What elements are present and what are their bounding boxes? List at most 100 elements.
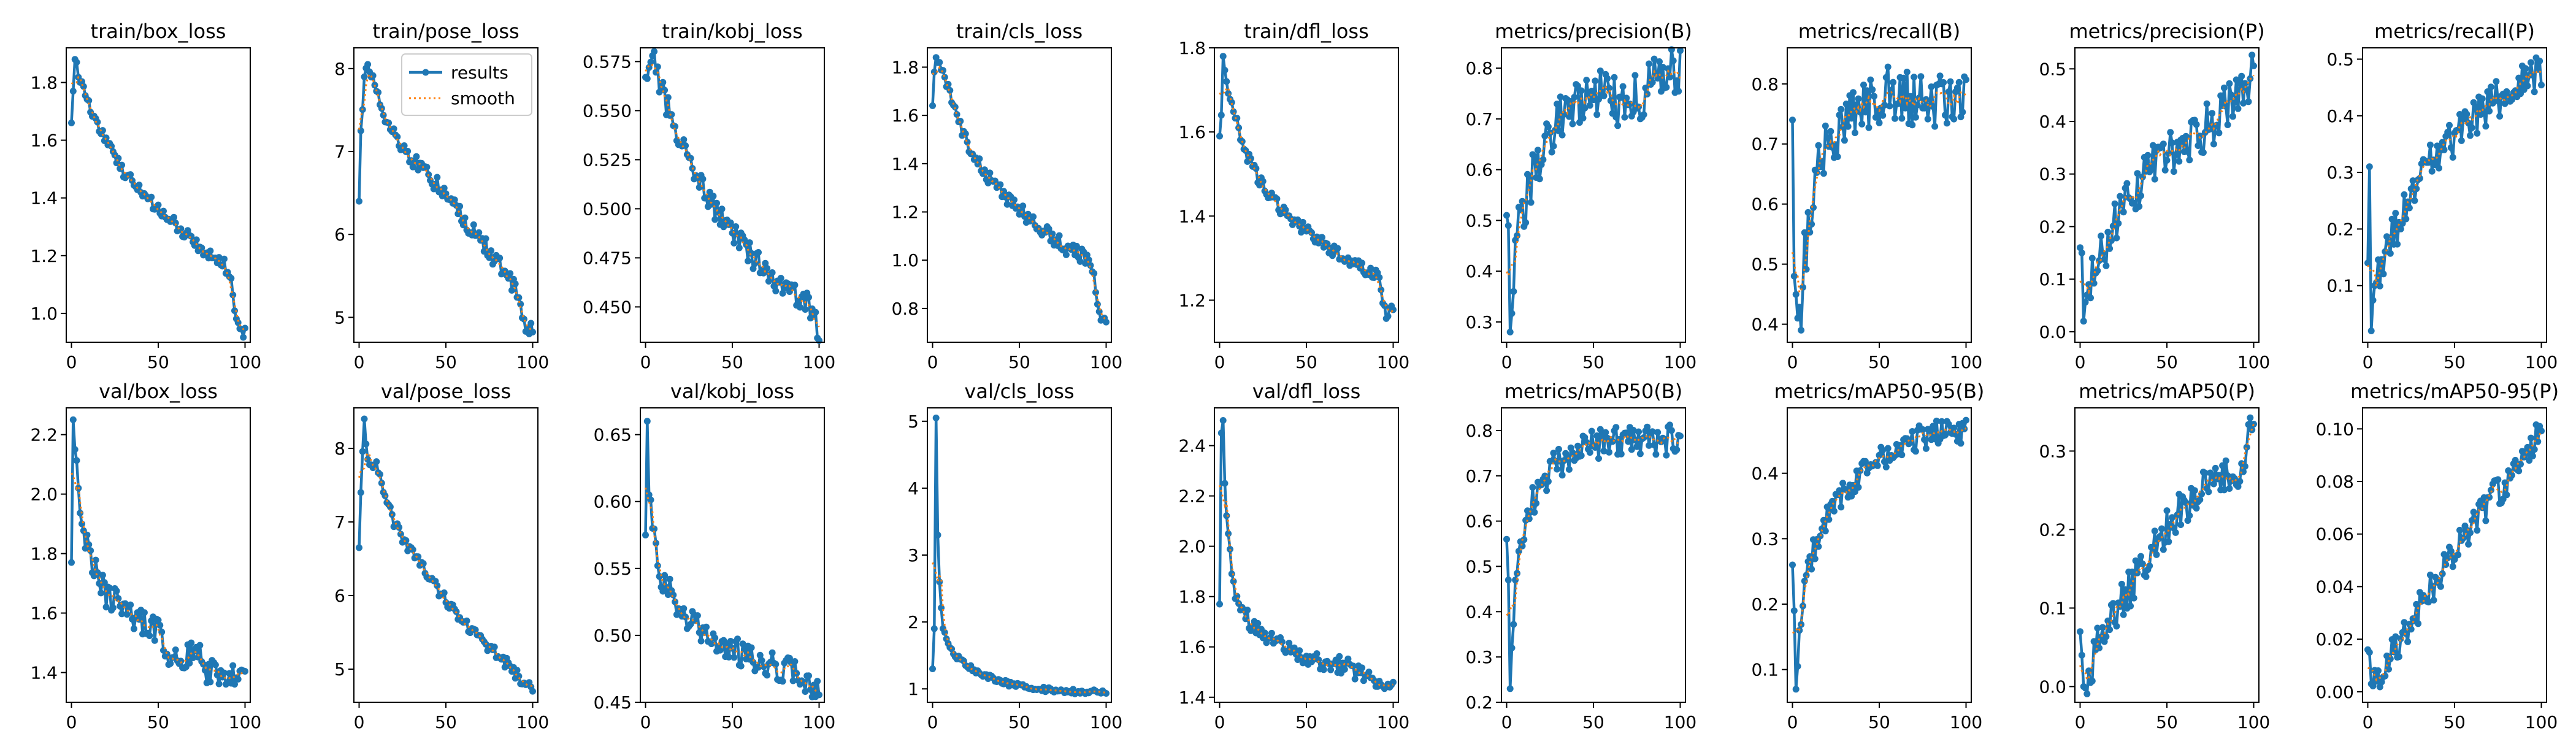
data-point <box>1604 75 1611 82</box>
data-point <box>373 458 380 466</box>
data-point <box>1804 209 1812 216</box>
data-point <box>2191 487 2198 494</box>
data-point <box>1062 251 1070 258</box>
data-point <box>2136 203 2143 210</box>
data-point <box>645 64 653 71</box>
data-point <box>2407 626 2415 633</box>
data-point <box>2529 453 2536 459</box>
data-point <box>727 638 734 645</box>
data-point <box>1625 438 1632 445</box>
data-point <box>673 611 680 618</box>
y-tick-label: 0.7 <box>1465 466 1493 486</box>
data-point <box>772 287 780 294</box>
data-point <box>2515 74 2523 82</box>
data-point <box>1857 467 1864 474</box>
subplot: metrics/mAP50-95(B) 0 50 100 0.1 0.2 0.3 0.4 <box>1751 380 1984 732</box>
y-tick-label: 1.8 <box>1178 587 1206 607</box>
data-point <box>779 289 786 297</box>
data-point <box>651 48 658 55</box>
data-point <box>2468 124 2475 131</box>
data-point <box>772 661 780 668</box>
data-point <box>1911 74 1918 81</box>
x-tick-label: 50 <box>2156 352 2178 372</box>
data-point <box>1633 443 1641 450</box>
y-tick-label: 0.450 <box>583 297 632 317</box>
data-point <box>1640 434 1647 441</box>
data-point <box>945 80 952 88</box>
plot-frame <box>640 407 825 703</box>
data-point <box>2207 125 2214 132</box>
data-point <box>2137 192 2144 199</box>
y-tick-label: 0.1 <box>2039 598 2066 618</box>
plot-frame <box>2074 407 2260 703</box>
y-tick-label: 0.2 <box>2039 217 2066 237</box>
data-point <box>2531 446 2538 453</box>
data-point <box>727 219 734 226</box>
data-point <box>71 446 79 453</box>
data-point <box>2088 677 2096 684</box>
data-point <box>434 174 441 181</box>
data-point <box>2077 244 2083 251</box>
data-point <box>118 610 126 618</box>
x-tick-label: 100 <box>1090 712 1122 732</box>
data-point <box>2174 511 2181 518</box>
data-point <box>1564 453 1571 461</box>
y-tick-label: 0.3 <box>2039 164 2066 185</box>
results-line <box>1505 423 1681 691</box>
subplot-title: metrics/mAP50(P) <box>2079 380 2255 403</box>
data-point <box>708 201 715 208</box>
data-point <box>434 582 441 589</box>
data-point <box>219 263 226 270</box>
data-point <box>765 278 772 285</box>
data-point <box>201 667 209 674</box>
data-point <box>2144 151 2152 159</box>
data-point <box>1223 512 1230 519</box>
y-tick-label: 1.8 <box>30 72 58 93</box>
data-point <box>2470 508 2477 516</box>
data-point <box>2538 82 2545 89</box>
data-point <box>1621 113 1628 121</box>
data-point <box>1045 225 1052 232</box>
y-tick-label: 0.4 <box>1465 602 1493 622</box>
data-point <box>177 225 185 232</box>
data-point <box>749 659 757 666</box>
data-point <box>1838 504 1845 511</box>
data-point <box>1569 449 1576 456</box>
subplot: metrics/mAP50(P) 0 50 100 0.0 0.1 0.2 0.3 <box>2039 380 2270 732</box>
data-point <box>240 334 247 341</box>
data-point <box>1550 450 1557 457</box>
x-tick-label: 0 <box>1787 712 1798 732</box>
data-point <box>1650 442 1658 448</box>
data-point <box>2236 478 2244 485</box>
data-point <box>1790 607 1798 615</box>
data-point <box>228 275 235 282</box>
y-tick-label: 0.6 <box>1465 512 1493 532</box>
data-point <box>488 247 495 255</box>
data-point <box>1544 478 1552 485</box>
data-point <box>2465 540 2472 548</box>
data-point <box>1943 120 1950 127</box>
data-point <box>672 598 679 605</box>
data-point <box>2101 256 2108 263</box>
data-point <box>1798 326 1805 334</box>
data-point <box>929 665 936 672</box>
data-point <box>1950 424 1958 432</box>
data-point <box>1827 128 1834 135</box>
data-point <box>361 73 368 80</box>
data-point <box>1649 428 1656 435</box>
data-point <box>1557 93 1564 101</box>
y-tick-label: 2 <box>908 612 919 632</box>
data-point <box>2484 88 2491 95</box>
data-point <box>2078 651 2085 659</box>
data-point <box>529 328 536 335</box>
data-point <box>2449 563 2456 570</box>
y-tick-label: 0.525 <box>583 150 632 170</box>
data-point <box>964 139 971 146</box>
data-point <box>687 155 694 162</box>
data-point <box>2186 512 2193 519</box>
plot-frame <box>2074 47 2260 343</box>
subplot-title: train/kobj_loss <box>662 20 802 43</box>
data-point <box>1505 222 1512 229</box>
y-tick-label: 0.5 <box>1465 556 1493 577</box>
data-point <box>2077 628 2083 635</box>
